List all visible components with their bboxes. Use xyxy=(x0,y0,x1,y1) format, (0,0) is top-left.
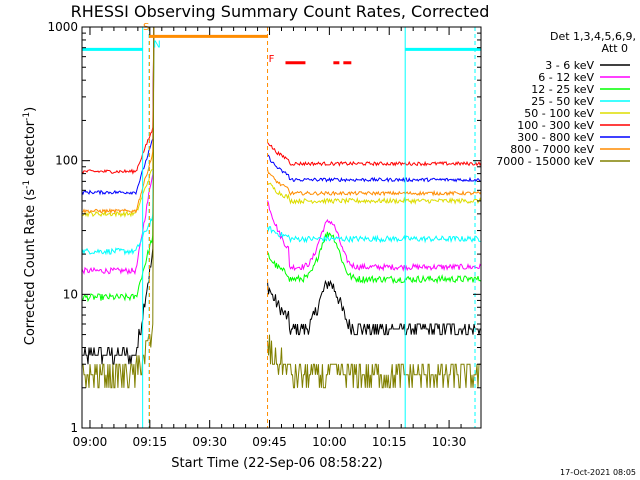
legend-label-4: 25 - 50 keV xyxy=(531,95,594,108)
x-tick-label-0930: 09:30 xyxy=(192,435,227,449)
series-line-25-50-kev xyxy=(81,26,481,256)
x-tick-label-1000: 10:00 xyxy=(312,435,347,449)
flag-label-n: N xyxy=(153,40,160,51)
series-line-7000-15000-kev xyxy=(82,26,481,389)
y-axis-label-end: ) xyxy=(23,107,38,112)
axes-layer: 1 10 100 1000 09:00 09:15 09:30 09:45 10:00 10:15… xyxy=(47,20,482,449)
legend-label-5: 50 - 100 keV xyxy=(524,107,594,120)
legend-label-7: 300 - 800 keV xyxy=(517,131,594,144)
legend-label-8: 800 - 7000 keV xyxy=(510,143,594,156)
legend-label-1: 3 - 6 keV xyxy=(545,59,594,72)
x-tick-label-1015: 10:15 xyxy=(372,435,407,449)
x-tick-label-0945: 09:45 xyxy=(252,435,287,449)
legend-header-line-1: Det 1,3,4,5,6,9, xyxy=(550,30,636,43)
plot-area xyxy=(82,27,481,428)
render-timestamp: 17-Oct-2021 08:05 xyxy=(560,468,636,477)
x-axis-label: Start Time (22-Sep-06 08:58:22) xyxy=(171,456,382,471)
series-line-100-300-kev xyxy=(81,26,482,175)
legend-label-2: 6 - 12 keV xyxy=(538,71,594,84)
series-line-300-800-kev xyxy=(81,26,481,196)
y-axis-label-mid: detector xyxy=(23,120,38,180)
y-tick-label-1: 1 xyxy=(70,421,78,435)
plot-background xyxy=(82,27,481,428)
y-axis-label: Corrected Count Rate (s-1 detector-1) xyxy=(22,107,38,345)
series-line-50-100-kev xyxy=(81,26,482,218)
y-tick-label-1000: 1000 xyxy=(47,20,78,34)
legend-header-line-2: Att 0 xyxy=(602,42,628,55)
legend-label-6: 100 - 300 keV xyxy=(517,119,594,132)
series-line-12-25-kev xyxy=(81,26,482,303)
series-line-3-6-kev xyxy=(82,26,481,365)
y-axis-label-sup2: -1 xyxy=(22,112,32,121)
y-tick-label-10: 10 xyxy=(63,287,78,301)
chart-title: RHESSI Observing Summary Count Rates, Co… xyxy=(71,2,490,21)
series-layer xyxy=(81,26,482,389)
y-tick-label-100: 100 xyxy=(55,154,78,168)
series-line-6-12-kev xyxy=(81,26,482,276)
flag-label-f: F xyxy=(269,54,275,65)
legend-label-3: 12 - 25 keV xyxy=(531,83,594,96)
legend-label-9: 7000 - 15000 keV xyxy=(496,155,594,168)
x-tick-label-1030: 10:30 xyxy=(432,435,467,449)
x-tick-label-0900: 09:00 xyxy=(73,435,108,449)
y-axis-label-main: Corrected Count Rate (s xyxy=(23,189,38,346)
y-axis-label-sup1: -1 xyxy=(22,180,32,189)
series-line-800-7000-kev xyxy=(82,26,482,215)
x-tick-label-0915: 09:15 xyxy=(133,435,168,449)
